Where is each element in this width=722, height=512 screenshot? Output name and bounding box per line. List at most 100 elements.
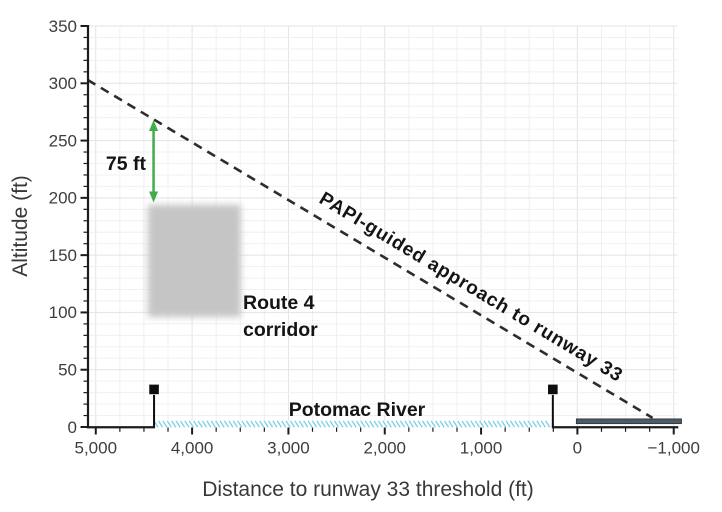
river-hatch-stroke — [360, 420, 366, 428]
river-hatch-stroke — [501, 420, 507, 428]
river-hatch-stroke — [492, 420, 498, 428]
river-hatch-stroke — [228, 420, 234, 428]
river-hatch-stroke — [479, 420, 485, 428]
river-hatch-stroke — [373, 420, 379, 428]
river-hatch-stroke — [364, 420, 370, 428]
river-hatch-stroke — [254, 420, 260, 428]
river-hatch-stroke — [496, 420, 502, 428]
river-hatch-stroke — [523, 420, 529, 428]
river-hatch-stroke — [333, 420, 340, 428]
x-tick-label: 4,000 — [171, 439, 214, 458]
gap-arrow-head-down — [149, 191, 159, 203]
river-hatch-stroke — [263, 420, 269, 428]
x-tick-label: 5,000 — [75, 439, 118, 458]
river-hatch-stroke — [281, 420, 287, 428]
grid-layer — [88, 25, 678, 428]
river-hatch-stroke — [514, 420, 520, 428]
x-tick-label: 3,000 — [267, 439, 310, 458]
river-hatch-stroke — [232, 420, 238, 428]
river-hatch-stroke — [417, 420, 423, 428]
spine-layer — [86, 25, 679, 429]
river-hatch-stroke — [245, 420, 252, 428]
river-hatch-stroke — [311, 420, 318, 428]
river-hatch-stroke — [237, 420, 243, 428]
river-hatch-stroke — [184, 420, 190, 428]
river-hatch-stroke — [162, 420, 168, 428]
river-hatch-stroke — [157, 420, 164, 428]
approach-line-layer — [86, 78, 654, 419]
river-hatch-stroke — [175, 420, 181, 428]
river-hatch-stroke — [188, 420, 194, 428]
river-hatch-stroke — [241, 420, 247, 428]
y-tick-label: 100 — [49, 303, 77, 322]
tick-label-layer: 5,000 4,000 3,000 2,000 1,000 0 −1,000 0 50 100 15… — [49, 17, 700, 458]
river-hatch-stroke — [536, 420, 542, 428]
y-tick-label: 0 — [68, 418, 77, 437]
river-hatch-stroke — [435, 420, 441, 428]
river-hatch-stroke — [355, 420, 362, 428]
river-hatch-stroke — [276, 420, 282, 428]
y-tick-label: 300 — [49, 74, 77, 93]
river-hatch-stroke — [320, 420, 326, 428]
river-hatch-stroke — [518, 420, 524, 428]
river-hatch-stroke — [483, 420, 489, 428]
runway-bar — [575, 418, 682, 425]
river-hatch-stroke — [439, 420, 445, 428]
river-hatch-stroke — [377, 420, 384, 428]
x-tick-label: 2,000 — [363, 439, 406, 458]
river-hatch-stroke — [294, 420, 300, 428]
approach-path-line — [86, 78, 654, 419]
river-hatch-stroke — [201, 420, 208, 428]
river-hatch-stroke — [386, 420, 392, 428]
y-tick-label: 200 — [49, 189, 77, 208]
river-hatch-stroke — [250, 420, 256, 428]
river-hatch-stroke — [391, 420, 397, 428]
runway-layer — [575, 418, 682, 425]
x-tick-label: 1,000 — [460, 439, 503, 458]
river-hatch-stroke — [487, 420, 494, 428]
river-layer — [153, 420, 553, 428]
river-hatch-stroke — [413, 420, 419, 428]
river-hatch-stroke — [303, 420, 309, 428]
tick-layer — [80, 25, 675, 435]
river-hatch-stroke — [474, 420, 480, 428]
river-hatch-stroke — [545, 420, 551, 428]
obstacle-marker-1-square — [149, 384, 159, 395]
river-hatch-stroke — [193, 420, 199, 428]
river-hatch-stroke — [369, 420, 375, 428]
y-tick-label: 150 — [49, 246, 77, 265]
river-hatch-stroke — [259, 420, 265, 428]
x-tick-label: −1,000 — [647, 439, 699, 458]
x-axis-title: Distance to runway 33 threshold (ft) — [202, 478, 534, 501]
river-hatch-stroke — [457, 420, 463, 428]
corridor-label-line2: corridor — [243, 319, 318, 341]
river-hatch-stroke — [443, 420, 450, 428]
river-hatch-stroke — [448, 420, 454, 428]
river-hatch-stroke — [285, 420, 291, 428]
river-hatch-stroke — [404, 420, 410, 428]
river-hatch-stroke — [421, 420, 428, 428]
gap-label: 75 ft — [106, 153, 147, 175]
river-hatch-stroke — [408, 420, 414, 428]
river-hatch-stroke — [197, 420, 203, 428]
river-label: Potomac River — [289, 399, 426, 421]
river-hatch-stroke — [351, 420, 357, 428]
obstacle-marker-2-square — [548, 384, 558, 395]
corridor-layer — [147, 204, 241, 318]
river-hatch-stroke — [399, 420, 406, 428]
river-hatch-stroke — [430, 420, 436, 428]
river-hatch-stroke — [179, 420, 186, 428]
river-hatch-stroke — [395, 420, 401, 428]
river-hatch-stroke — [382, 420, 388, 428]
river-hatch-stroke — [210, 420, 216, 428]
gap-arrow-layer — [149, 119, 159, 203]
route4-corridor-box — [147, 204, 241, 318]
y-tick-label: 50 — [58, 361, 77, 380]
y-tick-label: 250 — [49, 131, 77, 150]
river-hatch-stroke — [215, 420, 221, 428]
river-hatch-stroke — [338, 420, 344, 428]
river-hatch-stroke — [531, 420, 538, 428]
river-hatch-stroke — [267, 420, 274, 428]
approach-line-label: PAPI-guided approach to runway 33 — [315, 188, 626, 386]
